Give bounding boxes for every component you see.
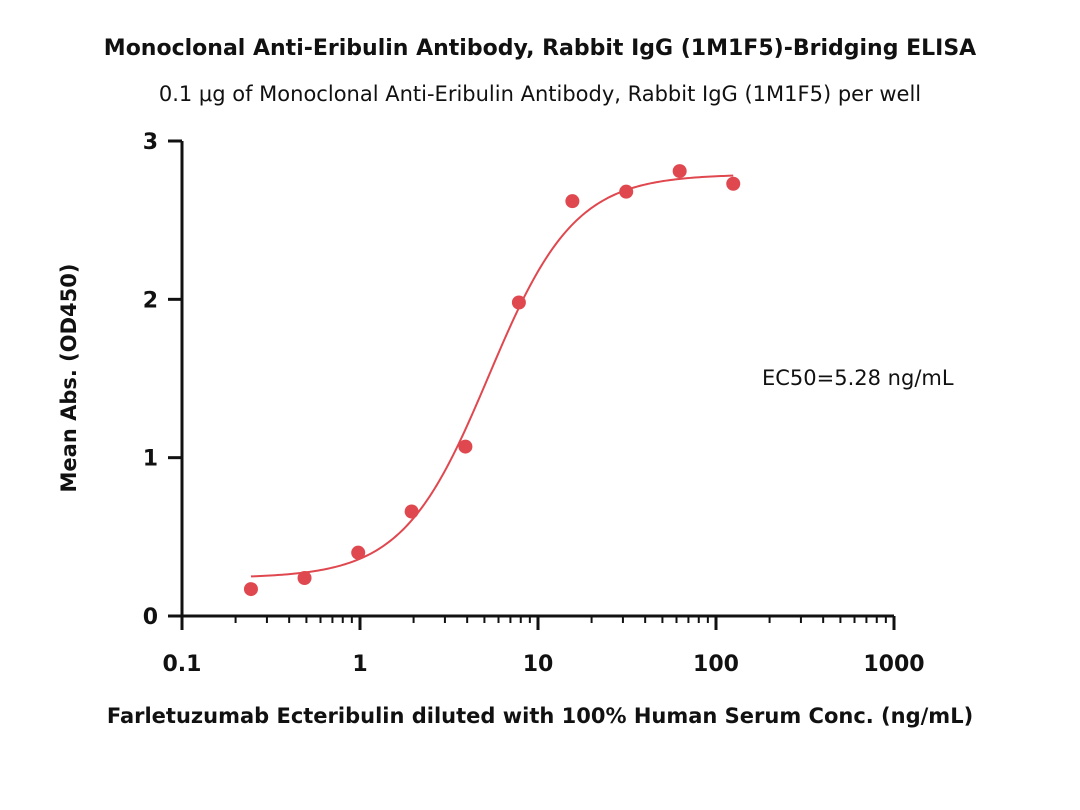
y-tick-label: 2 — [143, 288, 158, 313]
data-point — [351, 545, 366, 560]
data-point — [726, 176, 741, 191]
data-point — [672, 164, 687, 179]
data-point — [243, 582, 258, 597]
y-tick-label: 1 — [143, 447, 158, 472]
x-tick-label: 10 — [523, 652, 554, 677]
chart-subtitle: 0.1 μg of Monoclonal Anti-Eribulin Antib… — [158, 82, 922, 106]
x-tick-label: 1000 — [863, 652, 924, 677]
fit-curve — [250, 174, 734, 578]
ec50-annotation: EC50=5.28 ng/mL — [762, 366, 954, 390]
data-points — [243, 164, 741, 597]
data-point — [458, 439, 473, 454]
data-point — [565, 194, 580, 209]
y-axis-label: Mean Abs. (OD450) — [57, 264, 81, 493]
x-tick-label: 0.1 — [163, 652, 202, 677]
data-point — [511, 295, 526, 310]
data-point — [619, 184, 634, 199]
y-tick-label: 3 — [143, 130, 158, 155]
x-axis-label: Farletuzumab Ecteribulin diluted with 10… — [107, 704, 973, 728]
x-tick-label: 100 — [693, 652, 739, 677]
y-tick-label: 0 — [143, 605, 158, 630]
chart-title: Monoclonal Anti-Eribulin Antibody, Rabbi… — [103, 36, 977, 61]
data-point — [404, 504, 419, 519]
data-point — [297, 571, 312, 585]
axis-ticks: 0.1 1 10 100 1000 0 1 2 3 — [143, 130, 925, 677]
x-tick-label: 1 — [352, 652, 367, 677]
